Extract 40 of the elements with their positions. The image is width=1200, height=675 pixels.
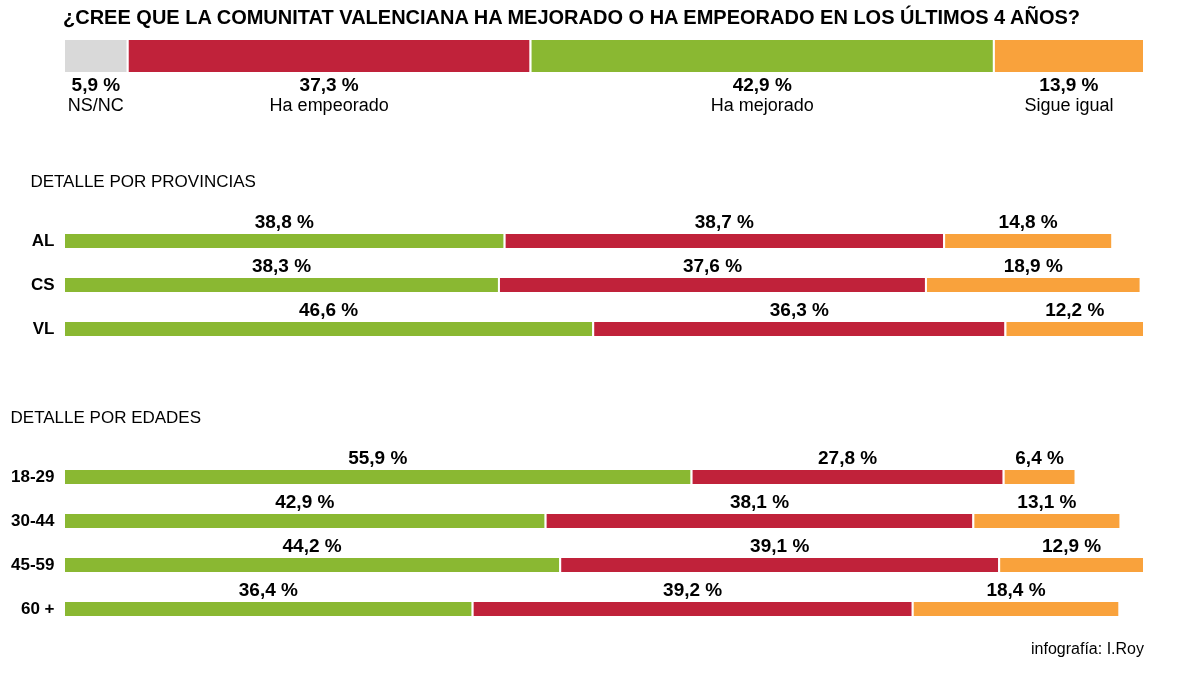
y-tick-label: 45-59 bbox=[11, 555, 55, 574]
y-tick-label: CS bbox=[30, 275, 55, 294]
data-label: 36,4 % bbox=[238, 579, 298, 600]
data-label: 42,9 % bbox=[275, 491, 335, 512]
data-label: 18,4 % bbox=[986, 579, 1046, 600]
series-label: NS/NC bbox=[67, 95, 124, 115]
data-label: 37,6 % bbox=[682, 255, 743, 276]
text: infografía: I.Roy bbox=[1031, 640, 1144, 657]
data-label: 44,2 % bbox=[282, 535, 342, 556]
data-label: 13,1 % bbox=[1017, 491, 1077, 512]
y-tick-label: VL bbox=[32, 319, 55, 338]
data-label: 36,3 % bbox=[769, 299, 830, 320]
data-label: 5,9 % bbox=[71, 74, 121, 95]
data-label: 12,9 % bbox=[1042, 535, 1102, 556]
y-tick-label: AL bbox=[31, 231, 55, 250]
y-tick-label: 18-29 bbox=[11, 467, 55, 486]
chart-title: DETALLE POR PROVINCIAS bbox=[30, 172, 256, 191]
series-label: Ha empeorado bbox=[269, 95, 389, 115]
data-label: 42,9 % bbox=[732, 74, 792, 95]
data-label: 46,6 % bbox=[299, 299, 359, 320]
series-label: Sigue igual bbox=[1024, 95, 1114, 115]
y-tick-label: 60 + bbox=[20, 599, 55, 618]
data-label: 38,7 % bbox=[694, 211, 755, 232]
data-label: 39,2 % bbox=[663, 579, 723, 600]
data-label: 38,3 % bbox=[251, 255, 312, 276]
data-label: 27,8 % bbox=[818, 447, 878, 468]
data-label: 14,8 % bbox=[998, 211, 1058, 232]
chart-title: ¿CREE QUE LA COMUNITAT VALENCIANA HA MEJORADO O HA EMPEORADO EN LOS ÚLTIMOS 4 AÑOS? bbox=[63, 5, 1081, 28]
data-label: 6,4 % bbox=[1015, 447, 1064, 468]
data-label: 13,9 % bbox=[1039, 74, 1099, 95]
data-label: 38,1 % bbox=[729, 491, 790, 512]
data-label: 38,8 % bbox=[254, 211, 314, 232]
data-label: 37,3 % bbox=[299, 74, 359, 95]
y-tick-label: 30-44 bbox=[11, 511, 56, 530]
data-label: 12,2 % bbox=[1045, 299, 1105, 320]
data-label: 18,9 % bbox=[1003, 255, 1063, 276]
data-label: 39,1 % bbox=[750, 535, 810, 556]
series-label: Ha mejorado bbox=[710, 95, 814, 115]
chart-title: DETALLE POR EDADES bbox=[10, 408, 202, 427]
data-label: 55,9 % bbox=[348, 447, 408, 468]
